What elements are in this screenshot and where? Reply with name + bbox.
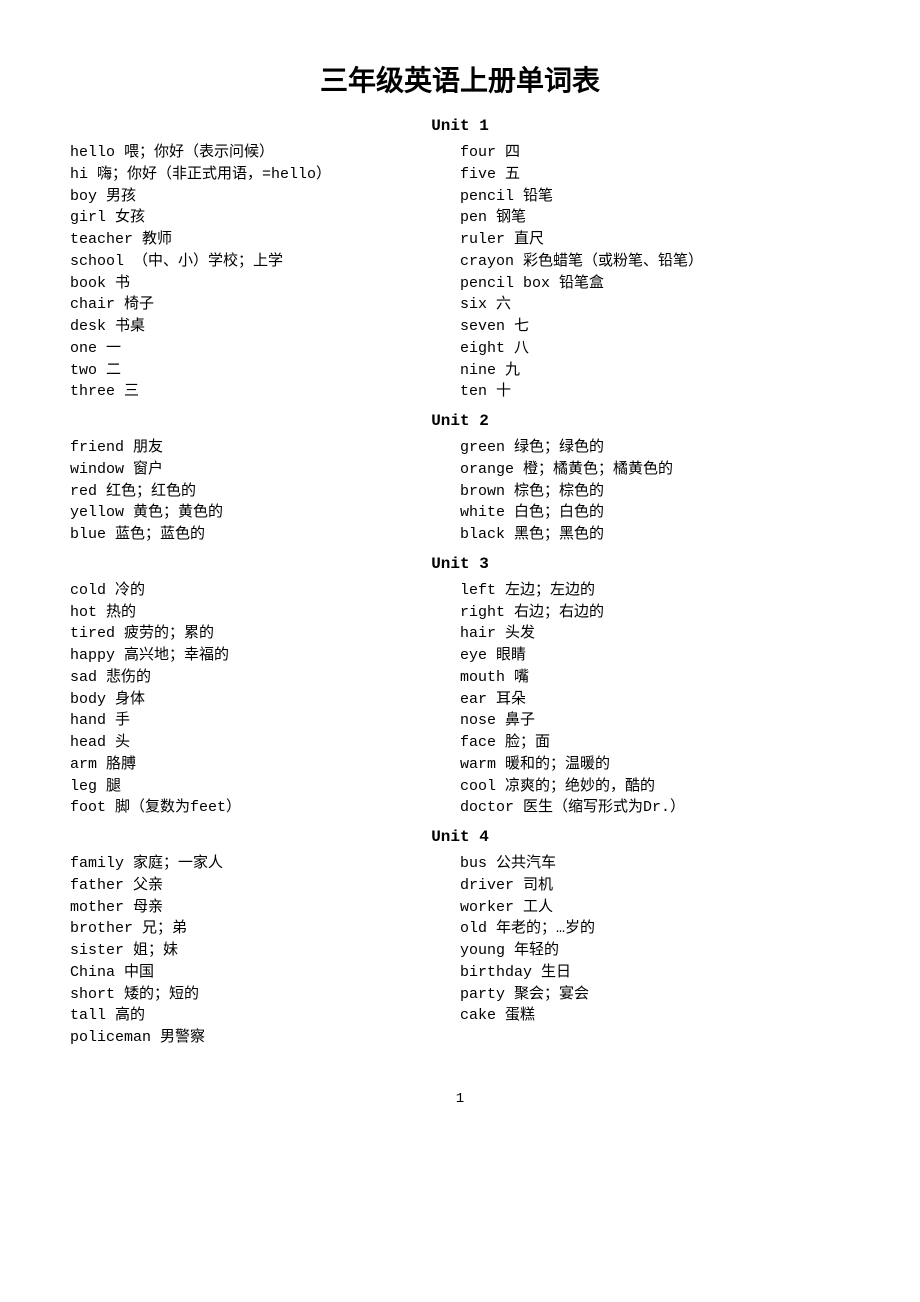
- unit-column-left: cold 冷的hot 热的tired 疲劳的；累的happy 高兴地；幸福的sa…: [70, 580, 460, 819]
- vocab-entry: doctor 医生（缩写形式为Dr.）: [460, 797, 850, 819]
- vocab-entry: old 年老的；…岁的: [460, 918, 850, 940]
- vocab-entry: hand 手: [70, 710, 460, 732]
- unit-column-right: bus 公共汽车driver 司机worker 工人old 年老的；…岁的you…: [460, 853, 850, 1049]
- vocab-entry: boy 男孩: [70, 186, 460, 208]
- units-container: Unit 1 hello 喂；你好（表示问候）hi 嗨；你好（非正式用语，=hel…: [70, 114, 850, 1049]
- vocab-entry: one 一: [70, 338, 460, 360]
- vocab-entry: cake 蛋糕: [460, 1005, 850, 1027]
- vocab-entry: brother 兄；弟: [70, 918, 460, 940]
- vocab-entry: tired 疲劳的；累的: [70, 623, 460, 645]
- vocab-entry: cool 凉爽的；绝妙的，酷的: [460, 776, 850, 798]
- vocab-entry: hot 热的: [70, 602, 460, 624]
- unit-heading: Unit 1: [70, 114, 850, 138]
- vocab-entry: black 黑色；黑色的: [460, 524, 850, 546]
- vocab-entry: nose 鼻子: [460, 710, 850, 732]
- page-number: 1: [70, 1089, 850, 1110]
- vocab-entry: green 绿色；绿色的: [460, 437, 850, 459]
- vocab-entry: young 年轻的: [460, 940, 850, 962]
- vocab-entry: left 左边；左边的: [460, 580, 850, 602]
- unit-column-right: left 左边；左边的right 右边；右边的hair 头发eye 眼睛mout…: [460, 580, 850, 819]
- unit-columns: hello 喂；你好（表示问候）hi 嗨；你好（非正式用语，=hello）boy…: [70, 142, 850, 403]
- vocab-entry: policeman 男警察: [70, 1027, 460, 1049]
- vocab-entry: warm 暖和的；温暖的: [460, 754, 850, 776]
- vocab-entry: tall 高的: [70, 1005, 460, 1027]
- vocab-entry: desk 书桌: [70, 316, 460, 338]
- unit-columns: cold 冷的hot 热的tired 疲劳的；累的happy 高兴地；幸福的sa…: [70, 580, 850, 819]
- vocab-entry: brown 棕色；棕色的: [460, 481, 850, 503]
- vocab-entry: ear 耳朵: [460, 689, 850, 711]
- vocab-entry: five 五: [460, 164, 850, 186]
- vocab-entry: pencil box 铅笔盒: [460, 273, 850, 295]
- vocab-entry: sister 姐；妹: [70, 940, 460, 962]
- vocab-entry: blue 蓝色；蓝色的: [70, 524, 460, 546]
- vocab-entry: face 脸；面: [460, 732, 850, 754]
- vocab-entry: driver 司机: [460, 875, 850, 897]
- vocab-entry: school （中、小）学校；上学: [70, 251, 460, 273]
- unit-column-right: four 四five 五pencil 铅笔pen 钢笔ruler 直尺crayo…: [460, 142, 850, 403]
- unit-column-right: green 绿色；绿色的orange 橙；橘黄色；橘黄色的brown 棕色；棕色…: [460, 437, 850, 546]
- vocab-entry: head 头: [70, 732, 460, 754]
- vocab-entry: friend 朋友: [70, 437, 460, 459]
- unit-column-left: family 家庭；一家人father 父亲mother 母亲brother 兄…: [70, 853, 460, 1049]
- vocab-entry: four 四: [460, 142, 850, 164]
- unit-heading: Unit 4: [70, 825, 850, 849]
- vocab-entry: short 矮的；短的: [70, 984, 460, 1006]
- vocab-entry: family 家庭；一家人: [70, 853, 460, 875]
- vocab-entry: worker 工人: [460, 897, 850, 919]
- unit-heading: Unit 3: [70, 552, 850, 576]
- vocab-entry: girl 女孩: [70, 207, 460, 229]
- vocab-entry: three 三: [70, 381, 460, 403]
- vocab-entry: body 身体: [70, 689, 460, 711]
- vocab-entry: nine 九: [460, 360, 850, 382]
- vocab-entry: happy 高兴地；幸福的: [70, 645, 460, 667]
- unit-columns: family 家庭；一家人father 父亲mother 母亲brother 兄…: [70, 853, 850, 1049]
- vocab-entry: teacher 教师: [70, 229, 460, 251]
- vocab-entry: cold 冷的: [70, 580, 460, 602]
- vocab-entry: hello 喂；你好（表示问候）: [70, 142, 460, 164]
- vocab-entry: birthday 生日: [460, 962, 850, 984]
- vocab-entry: orange 橙；橘黄色；橘黄色的: [460, 459, 850, 481]
- vocab-entry: yellow 黄色；黄色的: [70, 502, 460, 524]
- vocab-entry: crayon 彩色蜡笔（或粉笔、铅笔）: [460, 251, 850, 273]
- vocab-entry: party 聚会；宴会: [460, 984, 850, 1006]
- vocab-entry: China 中国: [70, 962, 460, 984]
- vocab-entry: father 父亲: [70, 875, 460, 897]
- vocab-entry: mother 母亲: [70, 897, 460, 919]
- vocab-entry: hair 头发: [460, 623, 850, 645]
- vocab-entry: foot 脚（复数为feet）: [70, 797, 460, 819]
- vocab-entry: eight 八: [460, 338, 850, 360]
- unit-column-left: hello 喂；你好（表示问候）hi 嗨；你好（非正式用语，=hello）boy…: [70, 142, 460, 403]
- vocab-entry: pencil 铅笔: [460, 186, 850, 208]
- vocab-entry: red 红色；红色的: [70, 481, 460, 503]
- unit-columns: friend 朋友window 窗户red 红色；红色的yellow 黄色；黄色…: [70, 437, 850, 546]
- vocab-entry: two 二: [70, 360, 460, 382]
- vocab-entry: arm 胳膊: [70, 754, 460, 776]
- vocab-entry: six 六: [460, 294, 850, 316]
- page-title: 三年级英语上册单词表: [70, 60, 850, 102]
- vocab-entry: leg 腿: [70, 776, 460, 798]
- vocab-entry: pen 钢笔: [460, 207, 850, 229]
- vocab-entry: chair 椅子: [70, 294, 460, 316]
- unit-heading: Unit 2: [70, 409, 850, 433]
- vocab-entry: sad 悲伤的: [70, 667, 460, 689]
- unit-column-left: friend 朋友window 窗户red 红色；红色的yellow 黄色；黄色…: [70, 437, 460, 546]
- vocab-entry: book 书: [70, 273, 460, 295]
- vocab-entry: ruler 直尺: [460, 229, 850, 251]
- vocab-entry: right 右边；右边的: [460, 602, 850, 624]
- vocab-entry: hi 嗨；你好（非正式用语，=hello）: [70, 164, 460, 186]
- vocab-entry: bus 公共汽车: [460, 853, 850, 875]
- vocab-entry: white 白色；白色的: [460, 502, 850, 524]
- vocab-entry: mouth 嘴: [460, 667, 850, 689]
- vocab-entry: eye 眼睛: [460, 645, 850, 667]
- vocab-entry: ten 十: [460, 381, 850, 403]
- vocab-entry: seven 七: [460, 316, 850, 338]
- vocab-entry: window 窗户: [70, 459, 460, 481]
